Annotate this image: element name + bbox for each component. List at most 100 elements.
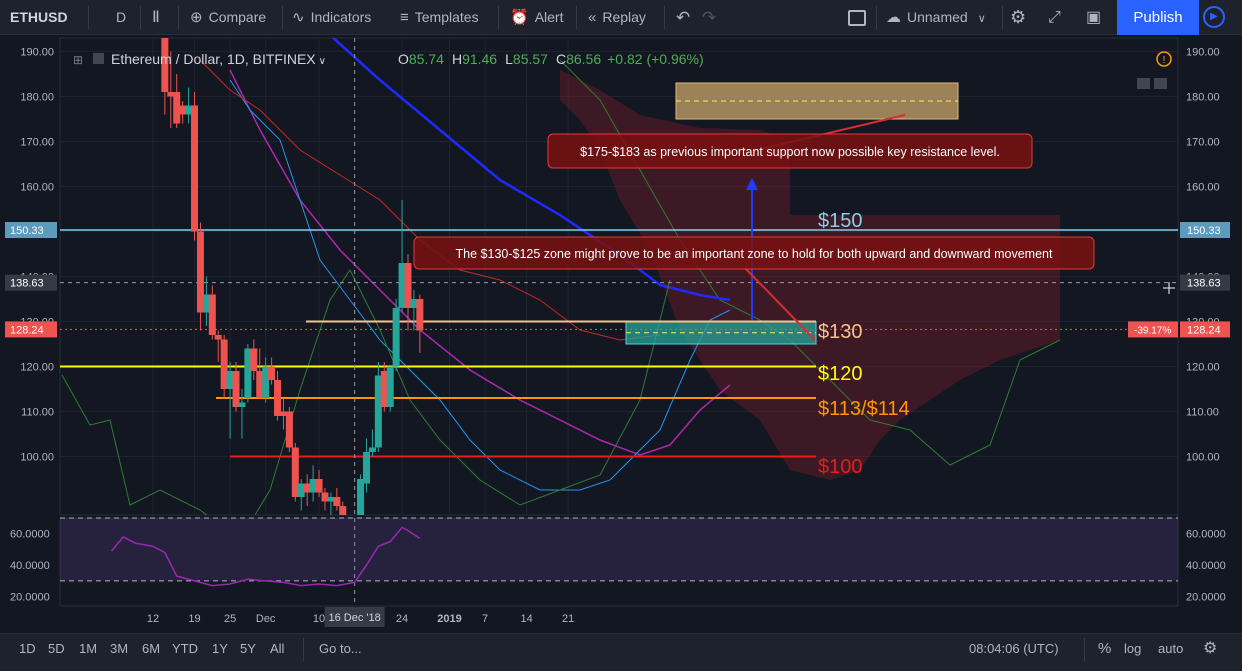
alert-button[interactable]: ⏰ Alert (510, 0, 563, 35)
annotation-support[interactable]: The $130-$125 zone might prove to be an … (413, 236, 1095, 270)
ma-blue (331, 38, 731, 302)
candle[interactable] (315, 479, 323, 493)
candle[interactable] (309, 479, 317, 493)
candles (161, 38, 424, 520)
candle[interactable] (179, 105, 187, 115)
legend-title[interactable]: Ethereum / Dollar, 1D, BITFINEX ∨ (111, 51, 326, 67)
candle[interactable] (279, 411, 287, 417)
crosshair-plus-icon[interactable] (1163, 282, 1175, 294)
candle[interactable] (185, 105, 193, 115)
candle[interactable] (333, 497, 341, 506)
candle[interactable] (386, 366, 394, 408)
candle[interactable] (285, 411, 293, 448)
replay-button[interactable]: « Replay (588, 0, 646, 35)
candle[interactable] (167, 92, 175, 97)
camera-icon[interactable]: ▣ (1086, 9, 1102, 26)
auto-toggle[interactable]: auto (1158, 641, 1184, 656)
candle[interactable] (339, 506, 347, 520)
candle[interactable] (398, 263, 406, 308)
time-axis[interactable]: 12 19 25 Dec 10 24 2019 7 14 21 16 Dec '18 (147, 607, 574, 627)
symbol-search[interactable]: ETHUSD (10, 9, 68, 25)
range-button-1y[interactable]: 1Y (212, 641, 228, 656)
percent-toggle[interactable]: % (1098, 640, 1112, 657)
candle[interactable] (226, 371, 234, 389)
publish-button[interactable]: Publish (1117, 0, 1199, 35)
candle[interactable] (380, 371, 388, 407)
annotation-resistance[interactable]: $175-$183 as previous important support … (547, 133, 1033, 169)
price-tick-label: 120.00 (1186, 362, 1220, 374)
layout-name-button[interactable]: ☁ Unnamed ∨ (886, 0, 986, 35)
separator (1084, 638, 1085, 661)
range-button-5y[interactable]: 5Y (240, 641, 256, 656)
candle[interactable] (250, 348, 258, 372)
compare-button[interactable]: ⊕ Compare (190, 0, 266, 35)
candle[interactable] (208, 294, 216, 336)
candle[interactable] (357, 479, 365, 520)
goto-button[interactable]: Go to... (319, 641, 362, 656)
candle[interactable] (321, 492, 329, 502)
candles-icon[interactable]: Ⅱ (152, 9, 160, 26)
price-marker (1180, 222, 1230, 239)
log-toggle[interactable]: log (1124, 641, 1142, 656)
range-button-1d[interactable]: 1D (19, 641, 36, 656)
undo-icon[interactable]: ↶ (676, 8, 691, 27)
range-button-6m[interactable]: 6M (142, 641, 161, 656)
candle[interactable] (416, 299, 424, 331)
collapse-icon[interactable] (1137, 78, 1150, 89)
range-button-ytd[interactable]: YTD (172, 641, 198, 656)
chevron-down-icon: ∨ (977, 13, 986, 25)
price-marker-label-left: 150.33 (10, 225, 44, 237)
maximize-icon[interactable] (1154, 78, 1167, 89)
separator (664, 6, 665, 29)
cursor-date-badge (324, 607, 385, 627)
candle[interactable] (214, 335, 222, 340)
templates-button[interactable]: ≡ Templates (400, 0, 479, 35)
candle[interactable] (232, 371, 240, 407)
time-tick-label: 7 (482, 613, 488, 625)
gear-icon[interactable]: ⚙ (1203, 640, 1218, 657)
candle[interactable] (392, 308, 400, 367)
expand-legend-icon[interactable]: ⊞ (73, 53, 83, 67)
range-button-1m[interactable]: 1M (79, 641, 98, 656)
candle[interactable] (297, 483, 305, 498)
candle[interactable] (268, 366, 276, 381)
price-tick-label-left: 100.00 (20, 452, 54, 464)
legend-square-icon (93, 53, 104, 64)
redo-icon[interactable]: ↷ (702, 8, 717, 27)
warning-icon[interactable] (1156, 51, 1172, 67)
templates-label: Templates (414, 9, 479, 25)
interval-button[interactable]: D (116, 9, 127, 25)
fullscreen-icon[interactable]: ⤢ (1048, 9, 1061, 26)
candle[interactable] (161, 38, 169, 92)
candle[interactable] (191, 105, 199, 232)
candle[interactable] (202, 294, 210, 313)
candle[interactable] (327, 497, 335, 502)
change-badge-label: -39.17% (1134, 325, 1171, 336)
candle[interactable] (368, 447, 376, 453)
candle[interactable] (262, 366, 270, 399)
candle[interactable] (362, 452, 370, 484)
range-button-5d[interactable]: 5D (48, 641, 65, 656)
range-button-3m[interactable]: 3M (110, 641, 129, 656)
resistance-zone[interactable] (675, 82, 959, 120)
price-marker-left (5, 321, 57, 338)
play-icon[interactable]: ▶ (1203, 6, 1225, 28)
candle[interactable] (256, 371, 264, 398)
range-button-all[interactable]: All (270, 641, 285, 656)
candle[interactable] (238, 402, 246, 408)
candle[interactable] (303, 483, 311, 493)
candle[interactable] (220, 339, 228, 390)
candle[interactable] (291, 447, 299, 498)
candle[interactable] (173, 92, 181, 124)
gear-icon[interactable]: ⚙ (1010, 7, 1027, 27)
candle[interactable] (410, 299, 418, 308)
moving-averages (61, 38, 731, 515)
chart-area[interactable]: $175-$183 as previous important support … (0, 35, 1242, 633)
indicators-button[interactable]: ∿ Indicators (292, 0, 371, 35)
fullscreen-box-icon[interactable] (848, 0, 866, 35)
candle[interactable] (244, 348, 252, 399)
candle[interactable] (374, 375, 382, 448)
candle[interactable] (274, 380, 282, 416)
candle[interactable] (404, 263, 412, 308)
candle[interactable] (196, 231, 204, 313)
